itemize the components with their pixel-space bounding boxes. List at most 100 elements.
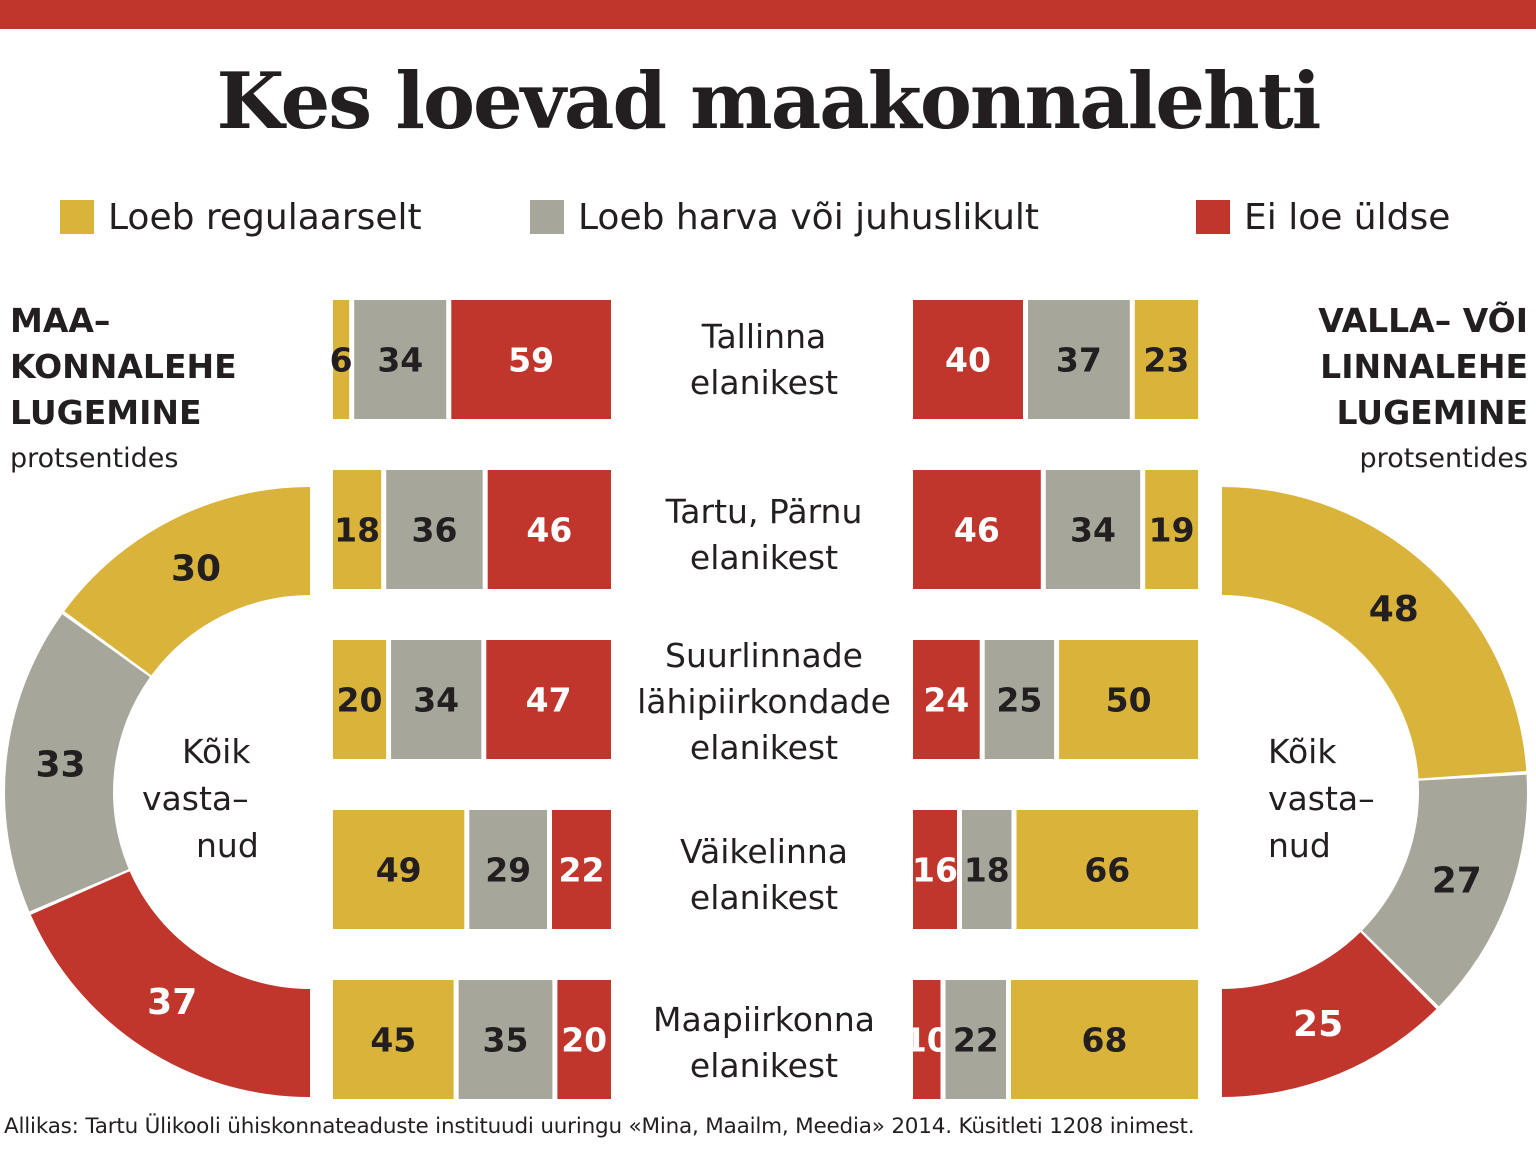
right-bar-value-label: 25	[996, 681, 1042, 720]
right-bar-value-label: 19	[1149, 511, 1195, 550]
right-bar-value-label: 16	[912, 851, 958, 890]
right-bar-value-label: 50	[1106, 681, 1152, 720]
left-bar-value-label: 59	[508, 341, 554, 380]
left-bar-value-label: 20	[561, 1021, 607, 1060]
left-bar-value-label: 18	[334, 511, 380, 550]
center-label-line: vasta–	[142, 779, 249, 818]
right-title-line-1: VALLA– VÕI	[1318, 301, 1528, 340]
legend-item-regular: Loeb regulaarselt	[60, 192, 422, 242]
right-donut-segment	[1222, 932, 1437, 1097]
legend-label-never: Ei loe üldse	[1244, 196, 1451, 238]
left-donut-segment	[64, 487, 310, 676]
left-bar-segment	[451, 300, 611, 419]
left-bar-segment	[391, 640, 482, 759]
center-label-line: nud	[196, 826, 259, 865]
left-bar-segment	[333, 980, 454, 1099]
category-label-line: Maapiirkonna	[653, 1000, 875, 1039]
right-bar-segment	[945, 980, 1006, 1099]
legend-item-occasional: Loeb harva või juhuslikult	[530, 192, 1039, 242]
left-bar-segment	[333, 810, 465, 929]
right-bar-value-label: 37	[1056, 341, 1102, 380]
center-label-line: Kõik	[1268, 732, 1337, 771]
category-label-line: elanikest	[689, 878, 839, 917]
right-bar-segment	[962, 810, 1012, 929]
right-bar-segment	[913, 980, 941, 1099]
left-title-subtitle: protsentides	[10, 443, 179, 474]
right-bar-value-label: 23	[1143, 341, 1189, 380]
right-title-subtitle: protsentides	[1359, 443, 1528, 474]
right-bar-segment	[1011, 980, 1198, 1099]
right-bar-value-label: 34	[1070, 511, 1116, 550]
left-bar-segment	[552, 810, 611, 929]
category-label-line: Tartu, Pärnu	[665, 492, 863, 531]
right-bar-segment	[1059, 640, 1198, 759]
left-bar-value-label: 35	[483, 1021, 529, 1060]
right-bar-value-label: 18	[964, 851, 1010, 890]
right-donut-center-label: Kõik vasta– nud	[1268, 728, 1375, 869]
category-label-tartu-parnu: Tartu, Pärnu elanikest	[612, 489, 916, 581]
right-bar-segment	[1145, 470, 1198, 589]
category-label-line: elanikest	[689, 363, 839, 402]
left-bar-segment	[333, 470, 382, 589]
right-bar-value-label: 66	[1084, 851, 1130, 890]
right-donut-segment	[1222, 487, 1527, 779]
left-bar-segment	[354, 300, 447, 419]
legend-swatch-regular	[60, 200, 94, 234]
left-title-line-2: KONNALEHE	[10, 347, 237, 386]
left-bar-segment	[486, 640, 611, 759]
right-donut-value-label: 27	[1432, 861, 1482, 902]
center-label-line: nud	[1268, 826, 1331, 865]
category-label-small-town: Väikelinna elanikest	[612, 829, 916, 921]
right-donut-value-label: 25	[1293, 1004, 1343, 1045]
left-donut-segment	[5, 614, 150, 912]
right-bar-segment	[1134, 300, 1199, 419]
left-bar-segment	[557, 980, 611, 1099]
left-bar-segment	[333, 300, 350, 419]
right-panel-title: VALLA– VÕI LINNALEHE LUGEMINE protsentid…	[1318, 298, 1528, 482]
right-bar-segment	[1016, 810, 1198, 929]
category-label-line: elanikest	[689, 538, 839, 577]
category-label-line: elanikest	[689, 1046, 839, 1085]
right-bar-value-label: 40	[945, 341, 991, 380]
right-bar-segment	[913, 300, 1023, 419]
right-donut-value-label: 48	[1369, 589, 1419, 630]
right-bar-segment	[984, 640, 1055, 759]
left-bar-value-label: 29	[485, 851, 531, 890]
right-donut-segment	[1362, 774, 1527, 1007]
left-bar-value-label: 6	[330, 341, 353, 380]
legend-label-regular: Loeb regulaarselt	[108, 196, 422, 238]
legend-swatch-occasional	[530, 200, 564, 234]
left-donut-segment	[30, 871, 311, 1097]
left-title-line-3: LUGEMINE	[10, 393, 202, 432]
legend-swatch-never	[1196, 200, 1230, 234]
left-donut-value-label: 30	[171, 548, 221, 589]
category-label-line: Suurlinnade	[665, 636, 863, 675]
right-title-line-3: LUGEMINE	[1336, 393, 1528, 432]
left-bar-segment	[458, 980, 553, 1099]
right-bar-segment	[1045, 470, 1141, 589]
right-bar-segment	[913, 470, 1041, 589]
left-donut-value-label: 37	[147, 982, 197, 1023]
left-panel-title: MAA– KONNALEHE LUGEMINE protsentides	[10, 298, 237, 482]
left-bar-value-label: 49	[376, 851, 422, 890]
top-rule	[0, 0, 1536, 29]
legend-item-never: Ei loe üldse	[1196, 192, 1450, 242]
left-bar-value-label: 22	[559, 851, 605, 890]
left-donut-value-label: 33	[35, 745, 85, 786]
left-bar-value-label: 47	[526, 681, 572, 720]
category-label-line: lähipiirkondade	[637, 682, 891, 721]
left-donut-center-label: Kõik vasta– nud	[142, 728, 259, 869]
source-note: Allikas: Tartu Ülikooli ühiskonnateadust…	[4, 1114, 1195, 1139]
left-title-line-1: MAA–	[10, 301, 111, 340]
right-bar-value-label: 10	[904, 1021, 950, 1060]
left-bar-value-label: 20	[337, 681, 383, 720]
category-label-rural: Maapiirkonna elanikest	[612, 997, 916, 1089]
category-label-tallinn: Tallinna elanikest	[612, 314, 916, 406]
left-bar-value-label: 36	[412, 511, 458, 550]
right-bar-value-label: 22	[953, 1021, 999, 1060]
category-label-line: Väikelinna	[679, 832, 849, 871]
right-bar-value-label: 46	[954, 511, 1000, 550]
category-label-line: elanikest	[689, 728, 839, 767]
left-bar-segment	[386, 470, 483, 589]
